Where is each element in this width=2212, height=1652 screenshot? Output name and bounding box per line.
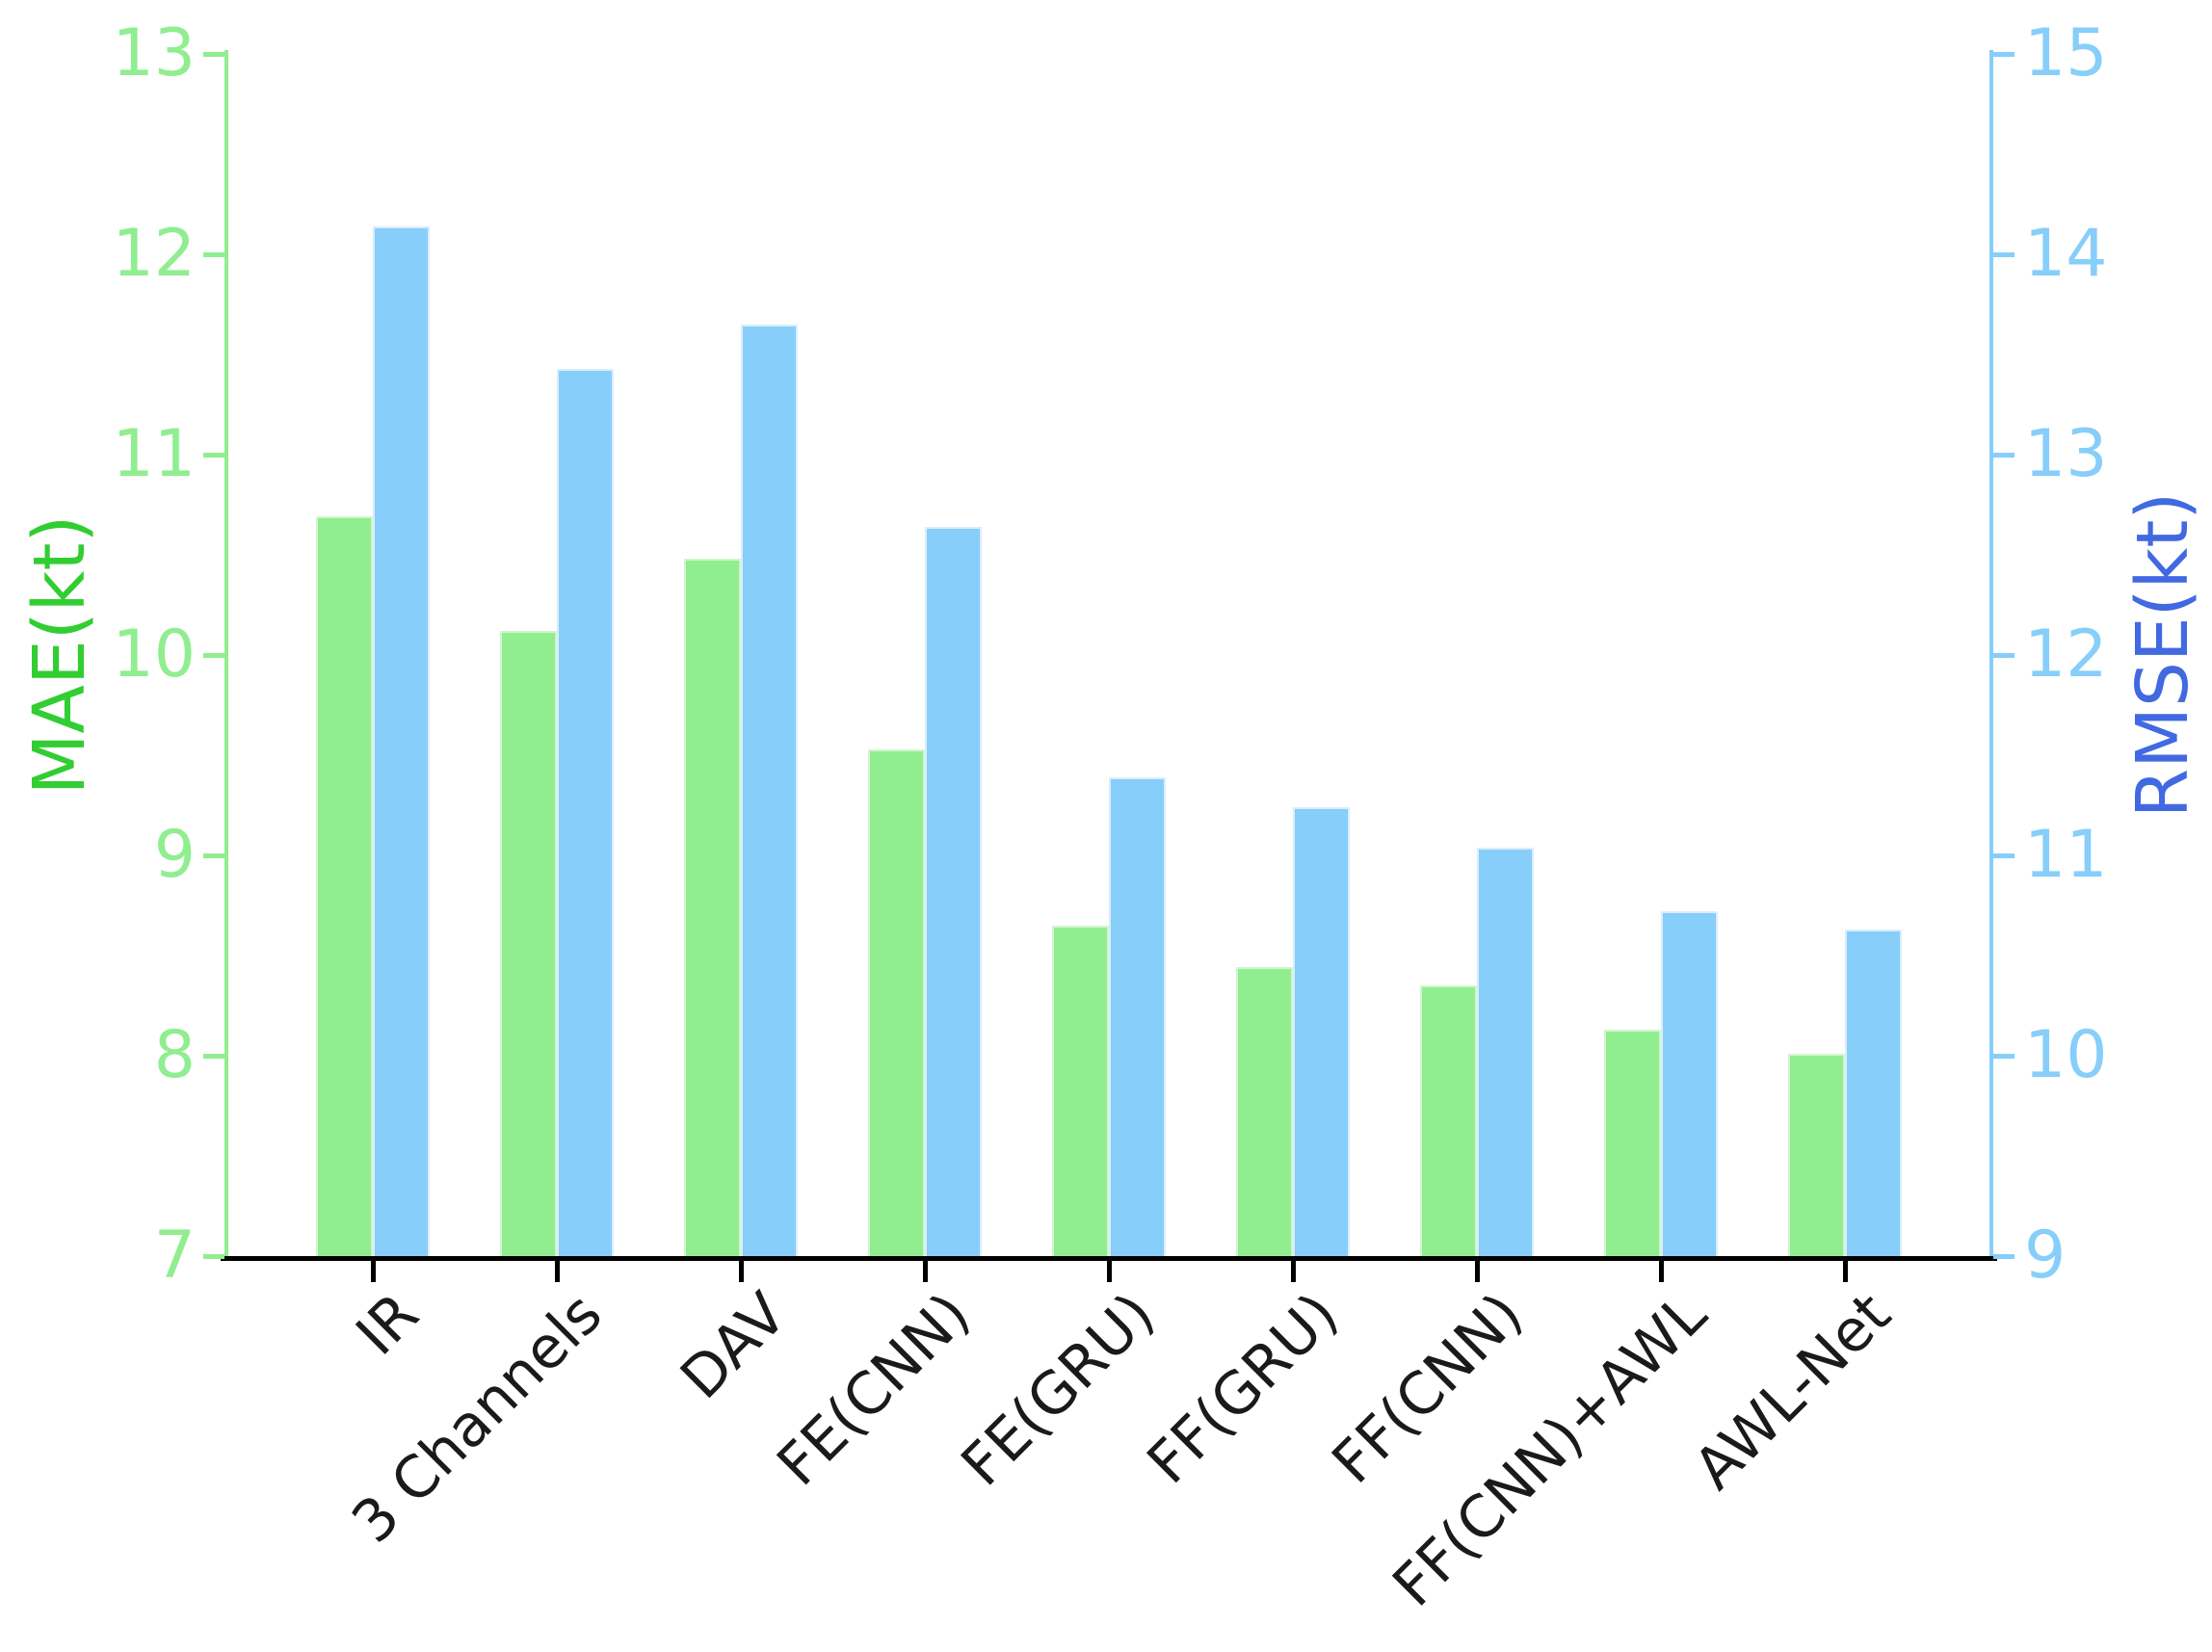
rmse-bar-FE(GRU) xyxy=(1109,776,1166,1256)
left-axis-title: MAE(kt) xyxy=(18,514,101,796)
x-axis-tick-label: FE(GRU) xyxy=(948,1280,1168,1500)
left-axis-tick-label: 13 xyxy=(112,15,196,92)
x-axis-tick xyxy=(1843,1261,1848,1282)
left-axis-tick-label: 12 xyxy=(112,216,196,292)
x-axis-tick xyxy=(1291,1261,1296,1282)
left-axis-tick xyxy=(203,1254,224,1259)
x-axis-line xyxy=(221,1256,1997,1261)
mae-bar-FF(CNN)+AWL xyxy=(1604,1029,1661,1256)
left-axis-tick-label: 10 xyxy=(112,616,196,693)
right-axis-tick xyxy=(1993,853,2014,858)
right-axis-tick-label: 11 xyxy=(2024,817,2108,893)
left-axis-tick-label: 8 xyxy=(153,1017,196,1093)
rmse-bar-FF(CNN)+AWL xyxy=(1661,911,1718,1256)
mae-bar-3 Channels xyxy=(500,631,557,1256)
x-axis-tick-label: FF(CNN)+AWL xyxy=(1380,1280,1720,1620)
x-axis-tick xyxy=(1107,1261,1112,1282)
x-axis-tick xyxy=(1475,1261,1480,1282)
left-axis-tick xyxy=(203,853,224,858)
left-axis-tick xyxy=(203,1054,224,1059)
x-axis-tick-label: AWL-Net xyxy=(1680,1280,1904,1503)
rmse-bar-IR xyxy=(373,225,430,1256)
right-axis-tick xyxy=(1993,1054,2014,1059)
left-axis-tick xyxy=(203,252,224,257)
mae-bar-AWL-Net xyxy=(1788,1053,1845,1256)
x-axis-tick-label: DAV xyxy=(667,1280,800,1412)
left-axis-tick-label: 11 xyxy=(112,416,196,492)
rmse-bar-DAV xyxy=(741,324,798,1256)
right-axis-tick xyxy=(1993,653,2014,658)
right-axis-tick-label: 10 xyxy=(2024,1017,2108,1093)
rmse-bar-FE(CNN) xyxy=(925,526,982,1256)
rmse-bar-AWL-Net xyxy=(1845,929,1902,1256)
right-axis-title: RMSE(kt) xyxy=(2121,491,2204,819)
left-axis-tick xyxy=(203,653,224,658)
x-axis-tick xyxy=(923,1261,928,1282)
mae-bar-FF(GRU) xyxy=(1236,967,1293,1256)
left-axis-tick-label: 9 xyxy=(153,817,196,893)
x-axis-tick-label: FE(CNN) xyxy=(764,1280,984,1500)
left-axis-tick xyxy=(203,453,224,458)
left-axis-tick-label: 7 xyxy=(153,1218,196,1294)
rmse-bar-FF(CNN) xyxy=(1477,847,1534,1256)
right-axis-tick xyxy=(1993,52,2014,57)
x-axis-tick xyxy=(739,1261,744,1282)
right-axis-tick-label: 9 xyxy=(2024,1218,2067,1294)
right-axis-tick xyxy=(1993,453,2014,458)
left-axis-spine xyxy=(224,50,228,1261)
x-axis-tick xyxy=(371,1261,376,1282)
right-axis-tick-label: 13 xyxy=(2024,416,2108,492)
right-axis-tick-label: 15 xyxy=(2024,15,2108,92)
right-axis-tick-label: 12 xyxy=(2024,616,2108,693)
left-axis-tick xyxy=(203,52,224,57)
rmse-bar-FF(GRU) xyxy=(1293,807,1350,1256)
x-axis-tick-label: FF(GRU) xyxy=(1134,1280,1352,1497)
rmse-bar-3 Channels xyxy=(557,368,614,1256)
right-axis-tick xyxy=(1993,252,2014,257)
mae-bar-FE(CNN) xyxy=(868,748,925,1256)
mae-bar-DAV xyxy=(684,559,741,1256)
right-axis-tick xyxy=(1993,1254,2014,1259)
mae-bar-FF(CNN) xyxy=(1420,985,1477,1256)
mae-bar-FE(GRU) xyxy=(1052,925,1109,1256)
right-axis-spine xyxy=(1989,50,1993,1261)
x-axis-tick-label: IR xyxy=(343,1280,432,1369)
x-axis-tick xyxy=(1659,1261,1664,1282)
right-axis-tick-label: 14 xyxy=(2024,216,2108,292)
x-axis-tick xyxy=(555,1261,560,1282)
mae-bar-IR xyxy=(316,516,373,1256)
